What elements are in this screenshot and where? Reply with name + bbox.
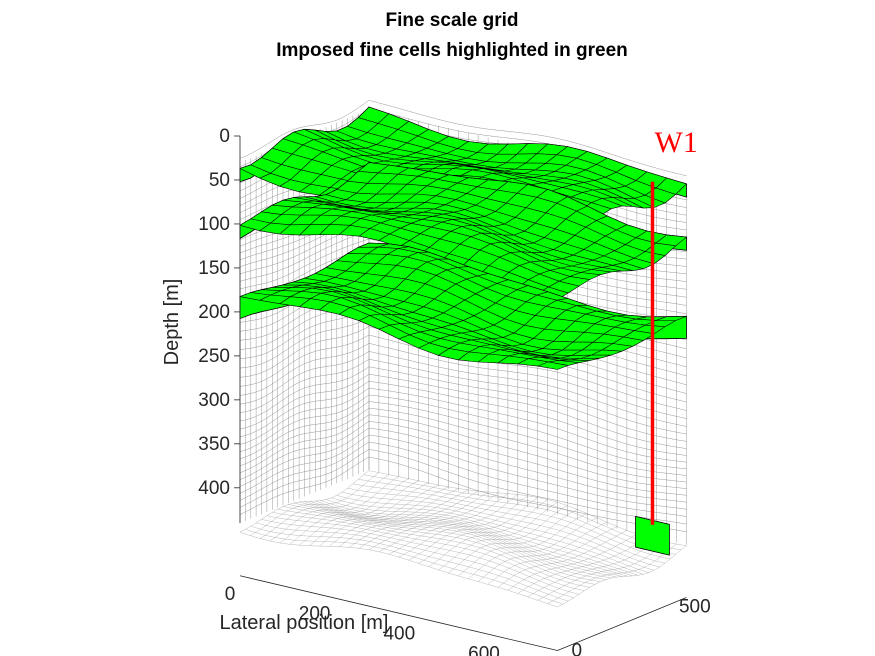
grid-bottom-surface	[239, 470, 687, 608]
z-tick-label-4: 200	[198, 302, 230, 323]
x-axis-label: Lateral position [m]	[220, 612, 389, 634]
z-tick-label-3: 150	[198, 258, 230, 279]
z-tick-label-5: 250	[198, 346, 230, 367]
x-tick-label-2: 400	[383, 624, 415, 645]
chart-title: Fine scale grid	[385, 10, 518, 31]
chart-subtitle: Imposed fine cells highlighted in green	[276, 40, 628, 61]
y-tick-label-0: 0	[571, 641, 582, 656]
fine-layer-top-cells	[238, 242, 687, 370]
well-label: W1	[655, 126, 698, 159]
z-tick-label-8: 400	[198, 478, 230, 499]
y-tick-label-1: 500	[679, 596, 711, 617]
fine-cells-highlighted	[238, 106, 688, 556]
z-tick-label-6: 300	[198, 390, 230, 411]
fine-layer-2	[239, 161, 688, 300]
fine-layer-top-cells	[239, 162, 688, 300]
x-tick-label-3: 600	[468, 644, 500, 656]
z-tick-label-7: 350	[198, 434, 230, 455]
fine-layer-3	[238, 242, 687, 370]
x-axis-line	[239, 575, 558, 651]
z-tick-label-0: 0	[219, 126, 230, 147]
x-tick-label-0: 0	[225, 584, 236, 605]
axes: 0 50 100 150 200 250 300 350 400 0 200 400 600 0 500	[198, 126, 710, 656]
z-tick-label-1: 50	[209, 170, 230, 191]
z-axis-label: Depth [m]	[161, 279, 183, 366]
x-tick-label-1: 200	[299, 604, 331, 625]
y-axis-line	[557, 597, 687, 651]
fine-block-well-bottom	[635, 515, 670, 556]
z-tick-label-2: 100	[198, 214, 230, 235]
fine-block-face	[635, 515, 670, 556]
